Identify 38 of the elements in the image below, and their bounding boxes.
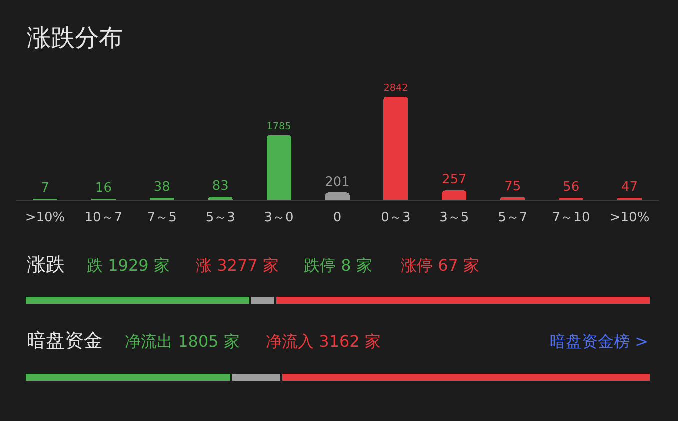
data-label: 16 xyxy=(95,181,112,196)
text: 涨停 67 家 xyxy=(401,256,480,275)
data-label: 38 xyxy=(154,180,170,195)
series-label: 涨 3277 家 xyxy=(196,256,279,275)
x-tick-label: 0～3 xyxy=(381,210,411,226)
bar xyxy=(384,97,408,200)
data-label: 56 xyxy=(563,180,580,195)
data-label: 257 xyxy=(442,172,467,188)
chart-title: 涨跌 xyxy=(27,254,65,276)
x-tick-label: 5～7 xyxy=(498,210,528,226)
series-label: 净流出 1805 家 xyxy=(125,332,240,351)
text: 暗盘资金榜 > xyxy=(550,332,648,351)
series-label: 净流入 3162 家 xyxy=(266,332,381,351)
data-label: 7 xyxy=(41,181,50,196)
data-label: 201 xyxy=(325,174,350,190)
bar xyxy=(325,192,350,200)
x-tick-label: >10% xyxy=(610,210,650,226)
x-tick-label: 7～10 xyxy=(552,210,590,226)
x-tick-label: 5～3 xyxy=(206,210,236,226)
x-tick-label: 0 xyxy=(333,210,342,226)
x-tick-label: 10～7 xyxy=(84,210,123,226)
data-label: 83 xyxy=(212,178,229,194)
series-label: 跌 1929 家 xyxy=(87,256,170,275)
x-tick-label: >10% xyxy=(25,210,66,226)
chart-title: 暗盘资金 xyxy=(27,330,103,352)
x-tick-label: 7～5 xyxy=(147,210,177,226)
bar xyxy=(442,190,467,200)
x-tick-label: 3～5 xyxy=(440,210,470,226)
text: 跌停 8 家 xyxy=(304,256,372,275)
bar xyxy=(266,135,292,200)
chart-title: 涨跌分布 xyxy=(27,24,123,52)
bar xyxy=(208,196,233,200)
data-label: 47 xyxy=(622,180,638,195)
x-tick-label: 3～0 xyxy=(264,210,294,226)
data-label: 75 xyxy=(504,179,522,194)
bar xyxy=(500,197,526,200)
data-label: 1785 xyxy=(266,121,292,132)
data-label: 2842 xyxy=(384,83,408,94)
